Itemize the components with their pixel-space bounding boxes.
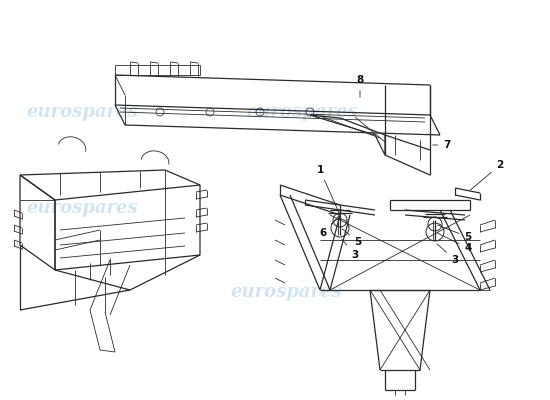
Text: 7: 7 (433, 140, 450, 150)
Text: 3: 3 (437, 244, 459, 265)
Text: eurospares: eurospares (27, 103, 138, 121)
Text: 5: 5 (438, 225, 472, 242)
Text: 5: 5 (342, 229, 362, 247)
Text: 4: 4 (437, 233, 472, 253)
Text: 2: 2 (470, 160, 504, 190)
Text: eurospares: eurospares (27, 199, 138, 217)
Text: 8: 8 (356, 75, 364, 97)
Text: eurospares: eurospares (247, 103, 358, 121)
Text: eurospares: eurospares (230, 283, 342, 301)
Text: 1: 1 (316, 165, 339, 212)
Text: 6: 6 (320, 217, 338, 238)
Text: 3: 3 (342, 239, 359, 260)
